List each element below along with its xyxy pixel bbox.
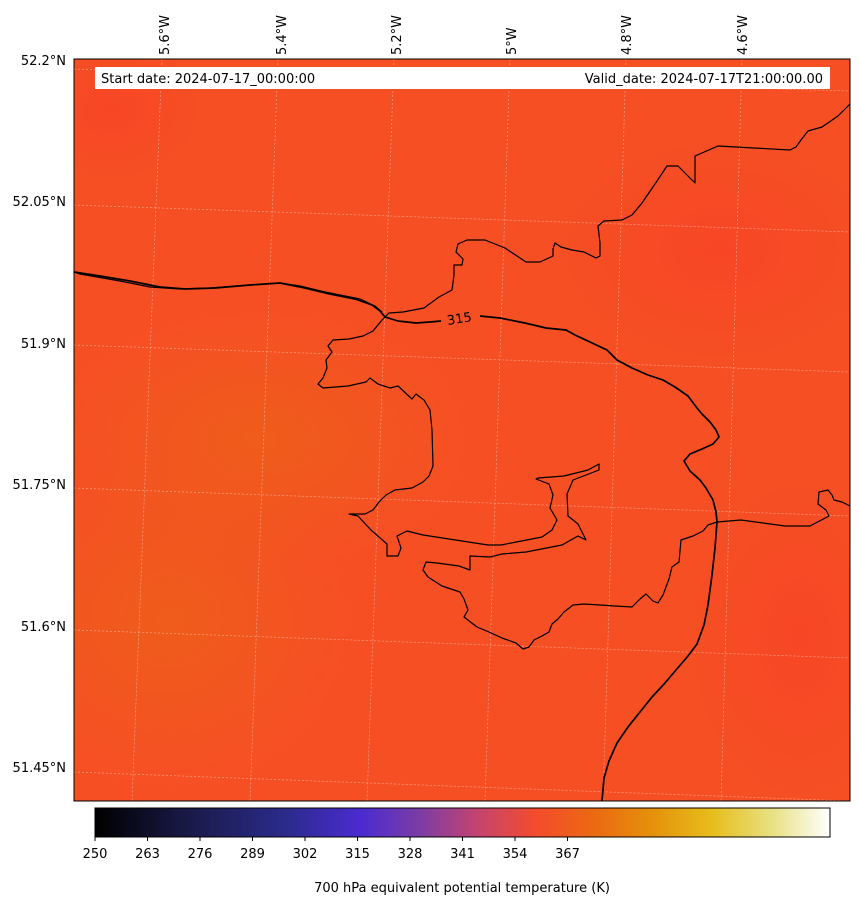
lon-label: 5.4°W: [275, 15, 290, 55]
colorbar-tick-label: 302: [293, 847, 318, 862]
lat-label: 51.6°N: [21, 620, 66, 635]
coastline-main: [317, 103, 850, 650]
colorbar-tick-label: 367: [555, 847, 580, 862]
gridline-lat-51.9: [74, 344, 850, 373]
colorbar-gradient: [94, 807, 831, 838]
valid-date-text: Valid_date: 2024-07-17T21:00:00.00: [585, 72, 823, 87]
contour-315: 315: [74, 271, 720, 801]
contour-315-line: [74, 271, 442, 324]
lat-labels: 52.2°N 52.05°N 51.9°N 51.75°N 51.6°N 51.…: [13, 54, 66, 776]
colorbar-label: 700 hPa equivalent potential temperature…: [314, 881, 610, 896]
lat-label: 51.9°N: [21, 337, 66, 352]
gridline-lat-52.05: [74, 204, 850, 233]
lat-label: 51.45°N: [13, 761, 66, 776]
gridline-lat-51.75: [74, 487, 850, 517]
lat-label: 52.05°N: [13, 195, 66, 210]
lon-label: 5°W: [505, 27, 520, 55]
colorbar-tick-label: 328: [398, 847, 423, 862]
lat-label: 51.75°N: [13, 478, 66, 493]
lon-label: 5.6°W: [158, 15, 173, 55]
theta-e-field: [74, 59, 850, 801]
contour-315-line-east: [479, 315, 720, 801]
colorbar-tick-label: 276: [188, 847, 213, 862]
colorbar-tick-label: 315: [345, 847, 370, 862]
info-box: Start date: 2024-07-17_00:00:00 Valid_da…: [95, 67, 830, 89]
contour-label-315: 315: [446, 310, 473, 329]
gridline-lat-51.6: [74, 629, 850, 659]
lon-label: 4.8°W: [620, 15, 635, 55]
lat-label: 52.2°N: [21, 54, 66, 69]
gridline-lat-51.45: [74, 771, 850, 801]
map-frame: [73, 58, 851, 802]
lon-label: 4.6°W: [736, 15, 751, 55]
lon-labels: 5.6°W 5.4°W 5.2°W 5°W 4.8°W 4.6°W: [158, 15, 751, 55]
colorbar-tick-label: 289: [240, 847, 265, 862]
start-date-text: Start date: 2024-07-17_00:00:00: [101, 72, 315, 87]
colorbar-tick-label: 250: [83, 847, 108, 862]
lon-label: 5.2°W: [390, 15, 405, 55]
colorbar: 250 263 276 289 302 315 328 341 354 367 700 hPa e…: [83, 807, 831, 896]
colorbar-tick-label: 341: [450, 847, 475, 862]
colorbar-ticks: 250 263 276 289 302 315 328 341 354 367: [83, 837, 580, 862]
colorbar-tick-label: 263: [135, 847, 160, 862]
colorbar-tick-label: 354: [503, 847, 528, 862]
